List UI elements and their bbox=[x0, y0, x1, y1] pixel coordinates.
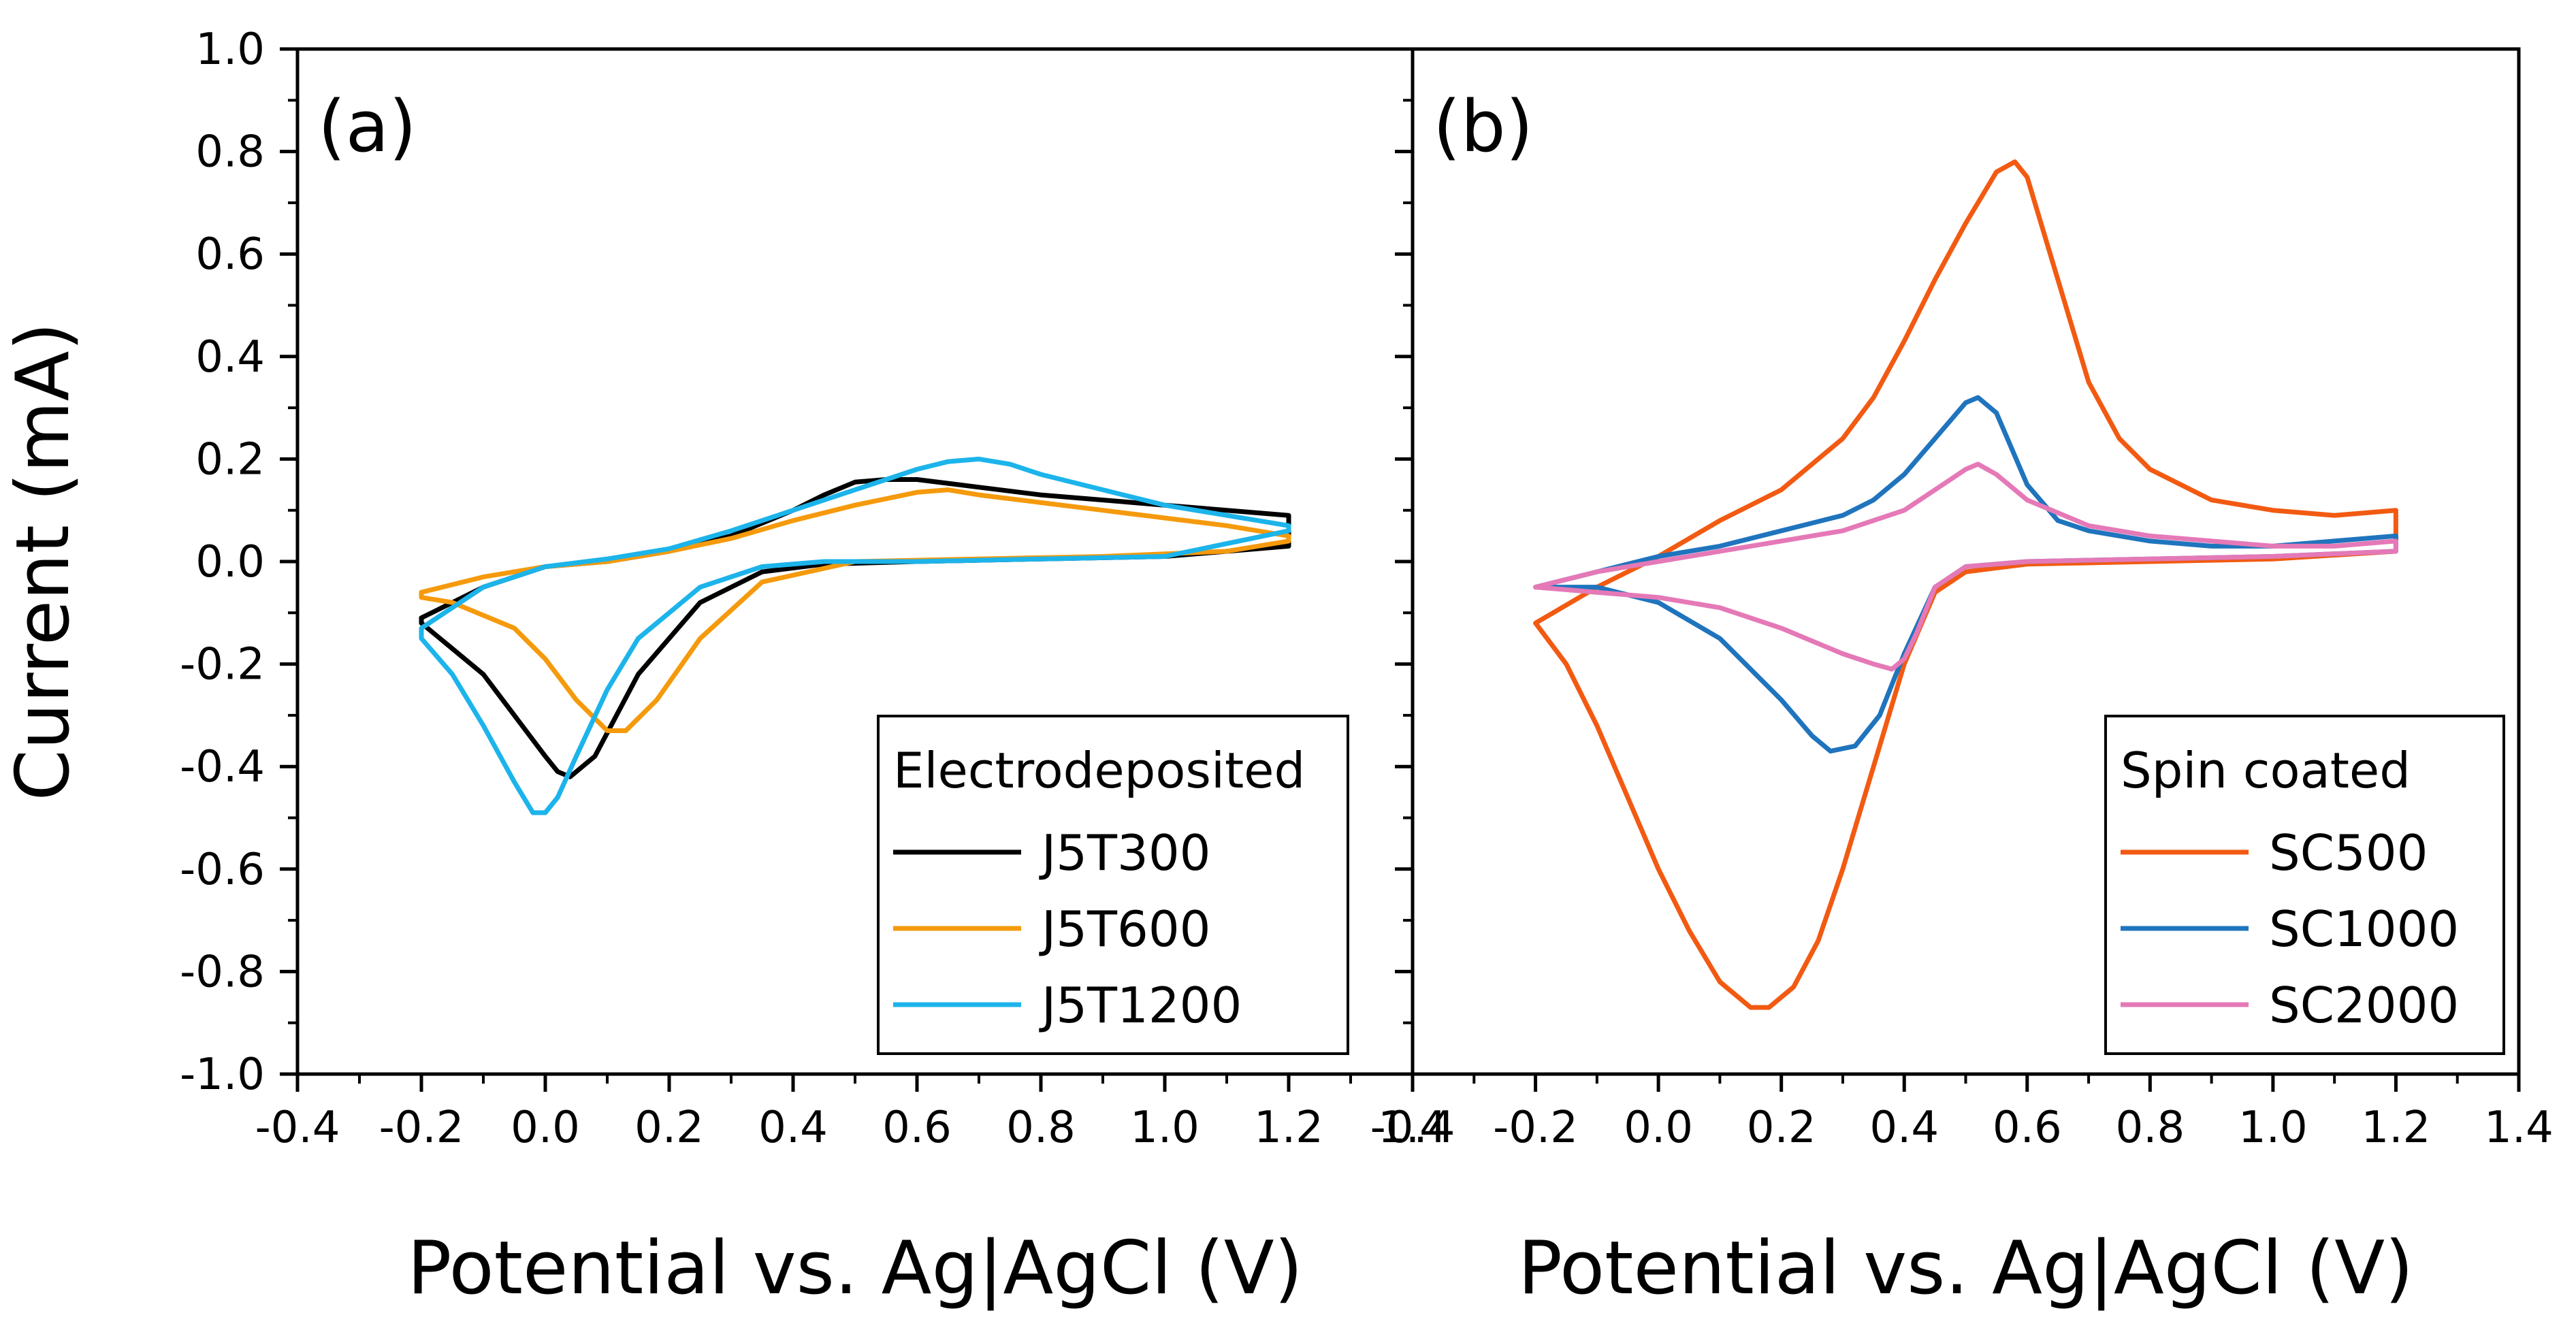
legend-entry: SC2000 bbox=[2269, 977, 2459, 1034]
legend: Spin coated SC500 SC1000 SC2000 bbox=[2104, 715, 2505, 1055]
legend-entry: SC1000 bbox=[2269, 901, 2459, 958]
x-tick-label: 1.4 bbox=[2484, 1103, 2554, 1153]
x-tick-label: 0.0 bbox=[1624, 1103, 1693, 1153]
legend-entry: J5T300 bbox=[1039, 824, 1210, 881]
legend-entry: J5T1200 bbox=[1039, 977, 1242, 1034]
panel-label: (a) bbox=[318, 85, 417, 168]
y-axis-title: Current (mA) bbox=[1, 322, 86, 800]
x-tick-label: 1.0 bbox=[1130, 1103, 1200, 1153]
legend-title: Spin coated bbox=[2121, 742, 2411, 799]
x-tick-label: 0.8 bbox=[1006, 1103, 1076, 1153]
x-tick-label: 0.0 bbox=[511, 1103, 580, 1153]
x-tick-label: -0.2 bbox=[1493, 1103, 1578, 1153]
legend-box bbox=[877, 715, 1349, 1055]
y-tick-label: -0.2 bbox=[180, 640, 265, 690]
x-tick-label: 0.6 bbox=[1993, 1103, 2062, 1153]
panel-label: (b) bbox=[1433, 85, 1533, 168]
legend-box bbox=[2104, 715, 2505, 1055]
series-line-j5t600 bbox=[419, 487, 1291, 733]
series-line-sc1000 bbox=[1533, 395, 2398, 754]
series-group bbox=[419, 456, 1291, 815]
y-tick-label: -0.8 bbox=[180, 947, 265, 997]
x-tick-label: 1.2 bbox=[1254, 1103, 1323, 1153]
x-tick-label: 0.6 bbox=[882, 1103, 952, 1153]
y-tick-label: 1.0 bbox=[195, 25, 265, 75]
x-tick-label: 1.4 bbox=[1378, 1103, 1447, 1153]
y-tick-label: 0.0 bbox=[195, 537, 265, 587]
panel-a-electrodeposited: -0.4 -0.2 0.0 0.2 0.4 0.6 0.8 1.0 1.2 1.4 -1.0 -0.8… bbox=[1, 25, 1447, 1311]
x-tick-label: 1.0 bbox=[2238, 1103, 2308, 1153]
x-tick-label: 0.4 bbox=[1869, 1103, 1939, 1153]
x-tick-label: 0.2 bbox=[1747, 1103, 1816, 1153]
y-tick-label: 0.4 bbox=[195, 332, 265, 383]
x-tick-label: -0.2 bbox=[379, 1103, 464, 1153]
panel-b-spin-coated: -0.4 -0.2 0.0 0.2 0.4 0.6 0.8 1.0 1.2 1.4 Potentia… bbox=[1370, 47, 2554, 1311]
y-tick-label: -1.0 bbox=[180, 1050, 265, 1100]
y-tick-label: -0.4 bbox=[180, 742, 265, 792]
y-tick-label: 0.8 bbox=[195, 127, 265, 178]
legend-entry: SC500 bbox=[2269, 824, 2428, 881]
series-line-sc500 bbox=[1533, 159, 2398, 1010]
series-line-sc2000 bbox=[1533, 461, 2398, 672]
series-line-j5t1200 bbox=[419, 456, 1291, 815]
x-tick-label: -0.4 bbox=[1370, 1103, 1455, 1153]
legend: Electrodeposited J5T300 J5T600 J5T1200 bbox=[877, 715, 1349, 1055]
x-tick-label: 0.8 bbox=[2115, 1103, 2185, 1153]
y-tick-label: -0.6 bbox=[180, 845, 265, 895]
legend-entry: J5T600 bbox=[1039, 901, 1210, 958]
series-group bbox=[1533, 159, 2398, 1010]
x-axis-title: Potential vs. Ag|AgCl (V) bbox=[1518, 1226, 2413, 1311]
legend-title: Electrodeposited bbox=[893, 742, 1305, 799]
x-tick-label: -0.4 bbox=[255, 1103, 340, 1153]
x-axis-title: Potential vs. Ag|AgCl (V) bbox=[407, 1226, 1302, 1311]
y-tick-label: 0.2 bbox=[195, 434, 265, 485]
y-tick-label: 0.6 bbox=[195, 229, 265, 280]
x-tick-label: 1.2 bbox=[2362, 1103, 2431, 1153]
x-tick-label: 0.2 bbox=[634, 1103, 704, 1153]
x-tick-label: 0.4 bbox=[758, 1103, 828, 1153]
